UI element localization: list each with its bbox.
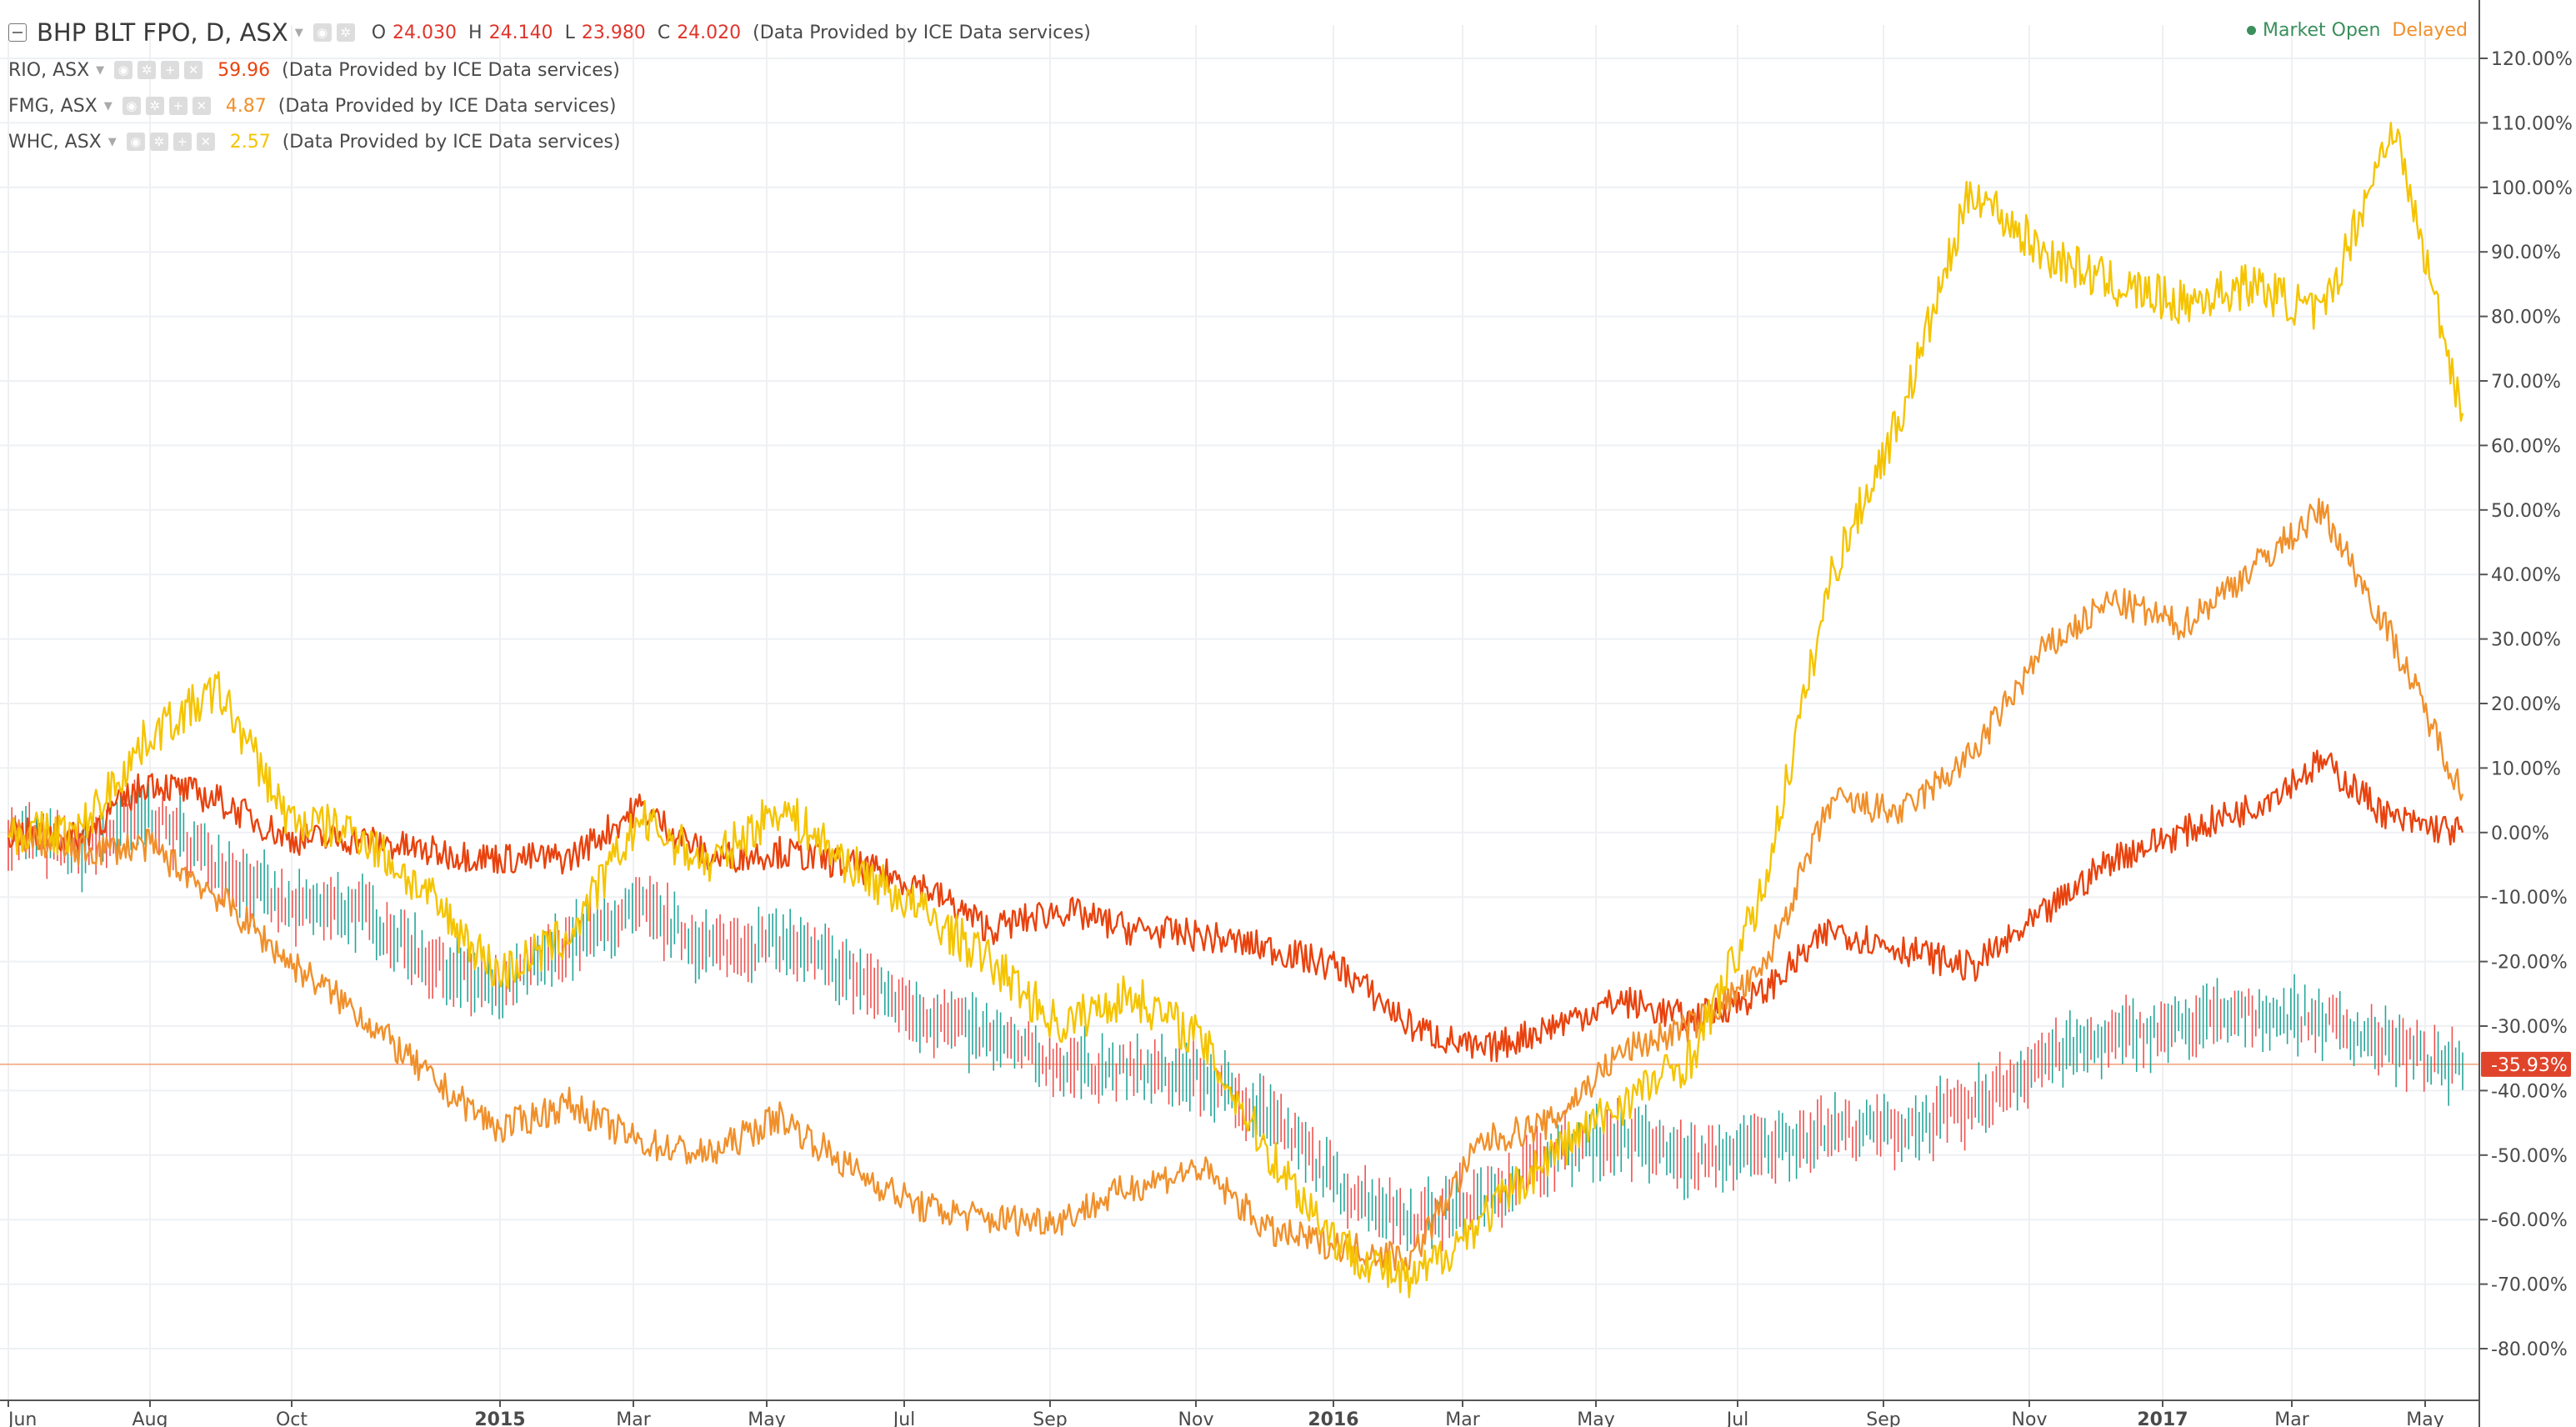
main-series-legend: BHP BLT FPO, D, ASX ▼ ◉ ✲ O 24.030 H 24.…: [8, 18, 1091, 47]
x-tick-label: Mar: [1445, 1409, 1480, 1427]
x-tick-label: Nov: [2012, 1409, 2048, 1427]
ohlc-close-key: C: [657, 22, 671, 43]
y-tick-label: -10.00%: [2491, 888, 2568, 909]
x-tick-label: Mar: [2274, 1409, 2309, 1427]
x-tick-label: 2017: [2137, 1409, 2188, 1427]
y-tick-label: 60.00%: [2491, 436, 2561, 457]
series-line-3: [7, 122, 2464, 1299]
gear-icon[interactable]: ✲: [145, 97, 164, 115]
y-tick-label: 10.00%: [2491, 759, 2561, 779]
ohlc-low-value: 23.980: [581, 22, 646, 43]
compare-symbol[interactable]: RIO, ASX: [8, 59, 90, 81]
plus-icon[interactable]: +: [173, 133, 192, 151]
x-tick-label: Nov: [1178, 1409, 1214, 1427]
last-value-tag: [2481, 1051, 2571, 1077]
data-provider-note: (Data Provided by ICE Data services): [278, 95, 617, 117]
last-value-label: -35.93%: [2491, 1055, 2568, 1076]
market-open-dot-icon: [2247, 26, 2257, 35]
compare-value: 59.96: [218, 59, 271, 81]
delayed-label: Delayed: [2392, 20, 2468, 41]
eye-icon[interactable]: ◉: [126, 133, 145, 151]
series-line-2: [8, 498, 2464, 1271]
y-tick-label: -60.00%: [2491, 1210, 2568, 1231]
ohlc-low-key: L: [564, 22, 575, 43]
gear-icon[interactable]: ✲: [138, 61, 157, 79]
compare-legend-rio: RIO, ASX ▼ ◉ ✲ + ✕ 59.96 (Data Provided …: [8, 56, 620, 84]
y-tick-label: -20.00%: [2491, 953, 2568, 974]
x-tick-label: Sep: [1033, 1409, 1067, 1427]
y-tick-label: -40.00%: [2491, 1081, 2568, 1102]
plus-icon[interactable]: +: [161, 61, 180, 79]
data-provider-note: (Data Provided by ICE Data services): [282, 131, 621, 153]
compare-value: 4.87: [225, 95, 267, 117]
ohlc-open-key: O: [371, 22, 387, 43]
x-tick-label: May: [748, 1409, 785, 1427]
compare-symbol[interactable]: FMG, ASX: [8, 95, 98, 117]
market-open-label: Market Open: [2263, 20, 2381, 41]
plus-icon[interactable]: +: [168, 97, 188, 115]
compare-legend-whc: WHC, ASX ▼ ◉ ✲ + ✕ 2.57 (Data Provided b…: [8, 128, 620, 156]
x-tick-label: 2015: [474, 1409, 525, 1427]
y-tick-label: 110.00%: [2491, 113, 2573, 134]
x-tick-label: May: [2406, 1409, 2443, 1427]
x-tick-label: Jun: [7, 1409, 37, 1427]
data-provider-note: (Data Provided by ICE Data services): [753, 22, 1091, 43]
y-tick-label: 80.00%: [2491, 308, 2561, 328]
y-tick-label: 120.00%: [2491, 49, 2573, 70]
x-tick-label: Jul: [892, 1409, 916, 1427]
y-tick-label: 90.00%: [2491, 243, 2561, 263]
gear-icon[interactable]: ✲: [336, 23, 355, 42]
series-layer: [0, 122, 2479, 1299]
x-tick-label: May: [1577, 1409, 1614, 1427]
main-symbol[interactable]: BHP BLT FPO, D, ASX: [37, 18, 288, 47]
data-provider-note: (Data Provided by ICE Data services): [282, 59, 620, 81]
y-tick-label: 20.00%: [2491, 694, 2561, 715]
gear-icon[interactable]: ✲: [149, 133, 168, 151]
time-axis: Jun Aug Oct 2015 Mar May Jul Sep Nov 2016 Mar May Ju…: [0, 1399, 2479, 1427]
x-tick-label: Aug: [133, 1409, 168, 1427]
series-line-1: [7, 749, 2464, 1063]
y-tick-label: -70.00%: [2491, 1275, 2568, 1296]
y-tick-label: -50.00%: [2491, 1146, 2568, 1167]
price-axis: 120.00% 110.00% 100.00% 90.00% 80.00% 70.00% 6…: [2478, 0, 2573, 1427]
compare-legend-fmg: FMG, ASX ▼ ◉ ✲ + ✕ 4.87 (Data Provided b…: [8, 92, 616, 120]
chevron-down-icon[interactable]: ▼: [103, 99, 113, 113]
ohlc-open-value: 24.030: [393, 22, 458, 43]
x-tick-label: Sep: [1866, 1409, 1900, 1427]
y-tick-label: 50.00%: [2491, 501, 2561, 522]
eye-icon[interactable]: ◉: [114, 61, 133, 79]
x-tick-label: Jul: [1725, 1409, 1749, 1427]
chevron-down-icon[interactable]: ▼: [96, 63, 105, 77]
x-tick-label: 2016: [1308, 1409, 1358, 1427]
series-ohlc-bars: [8, 779, 2463, 1252]
chevron-down-icon[interactable]: ▼: [294, 26, 303, 39]
x-tick-label: Mar: [616, 1409, 651, 1427]
compare-symbol[interactable]: WHC, ASX: [8, 131, 102, 153]
y-tick-label: -80.00%: [2491, 1339, 2568, 1360]
eye-icon[interactable]: ◉: [313, 23, 332, 42]
grid: [0, 25, 2479, 1400]
collapse-toggle-icon[interactable]: [8, 23, 27, 42]
y-tick-label: 0.00%: [2491, 824, 2549, 844]
x-tick-label: Oct: [276, 1409, 308, 1427]
y-tick-label: -30.00%: [2491, 1017, 2568, 1038]
ohlc-high-key: H: [468, 22, 483, 43]
compare-value: 2.57: [229, 131, 271, 153]
close-icon[interactable]: ✕: [196, 133, 215, 151]
eye-icon[interactable]: ◉: [122, 97, 141, 115]
chevron-down-icon[interactable]: ▼: [108, 135, 117, 148]
market-status: Market Open Delayed: [2247, 20, 2468, 41]
ohlc-high-value: 24.140: [488, 22, 553, 43]
y-tick-label: 40.00%: [2491, 565, 2561, 586]
y-tick-label: 30.00%: [2491, 630, 2561, 651]
close-icon[interactable]: ✕: [184, 61, 203, 79]
ohlc-close-value: 24.020: [677, 22, 742, 43]
y-tick-label: 70.00%: [2491, 372, 2561, 393]
y-tick-label: 100.00%: [2491, 178, 2573, 199]
close-icon[interactable]: ✕: [192, 97, 211, 115]
